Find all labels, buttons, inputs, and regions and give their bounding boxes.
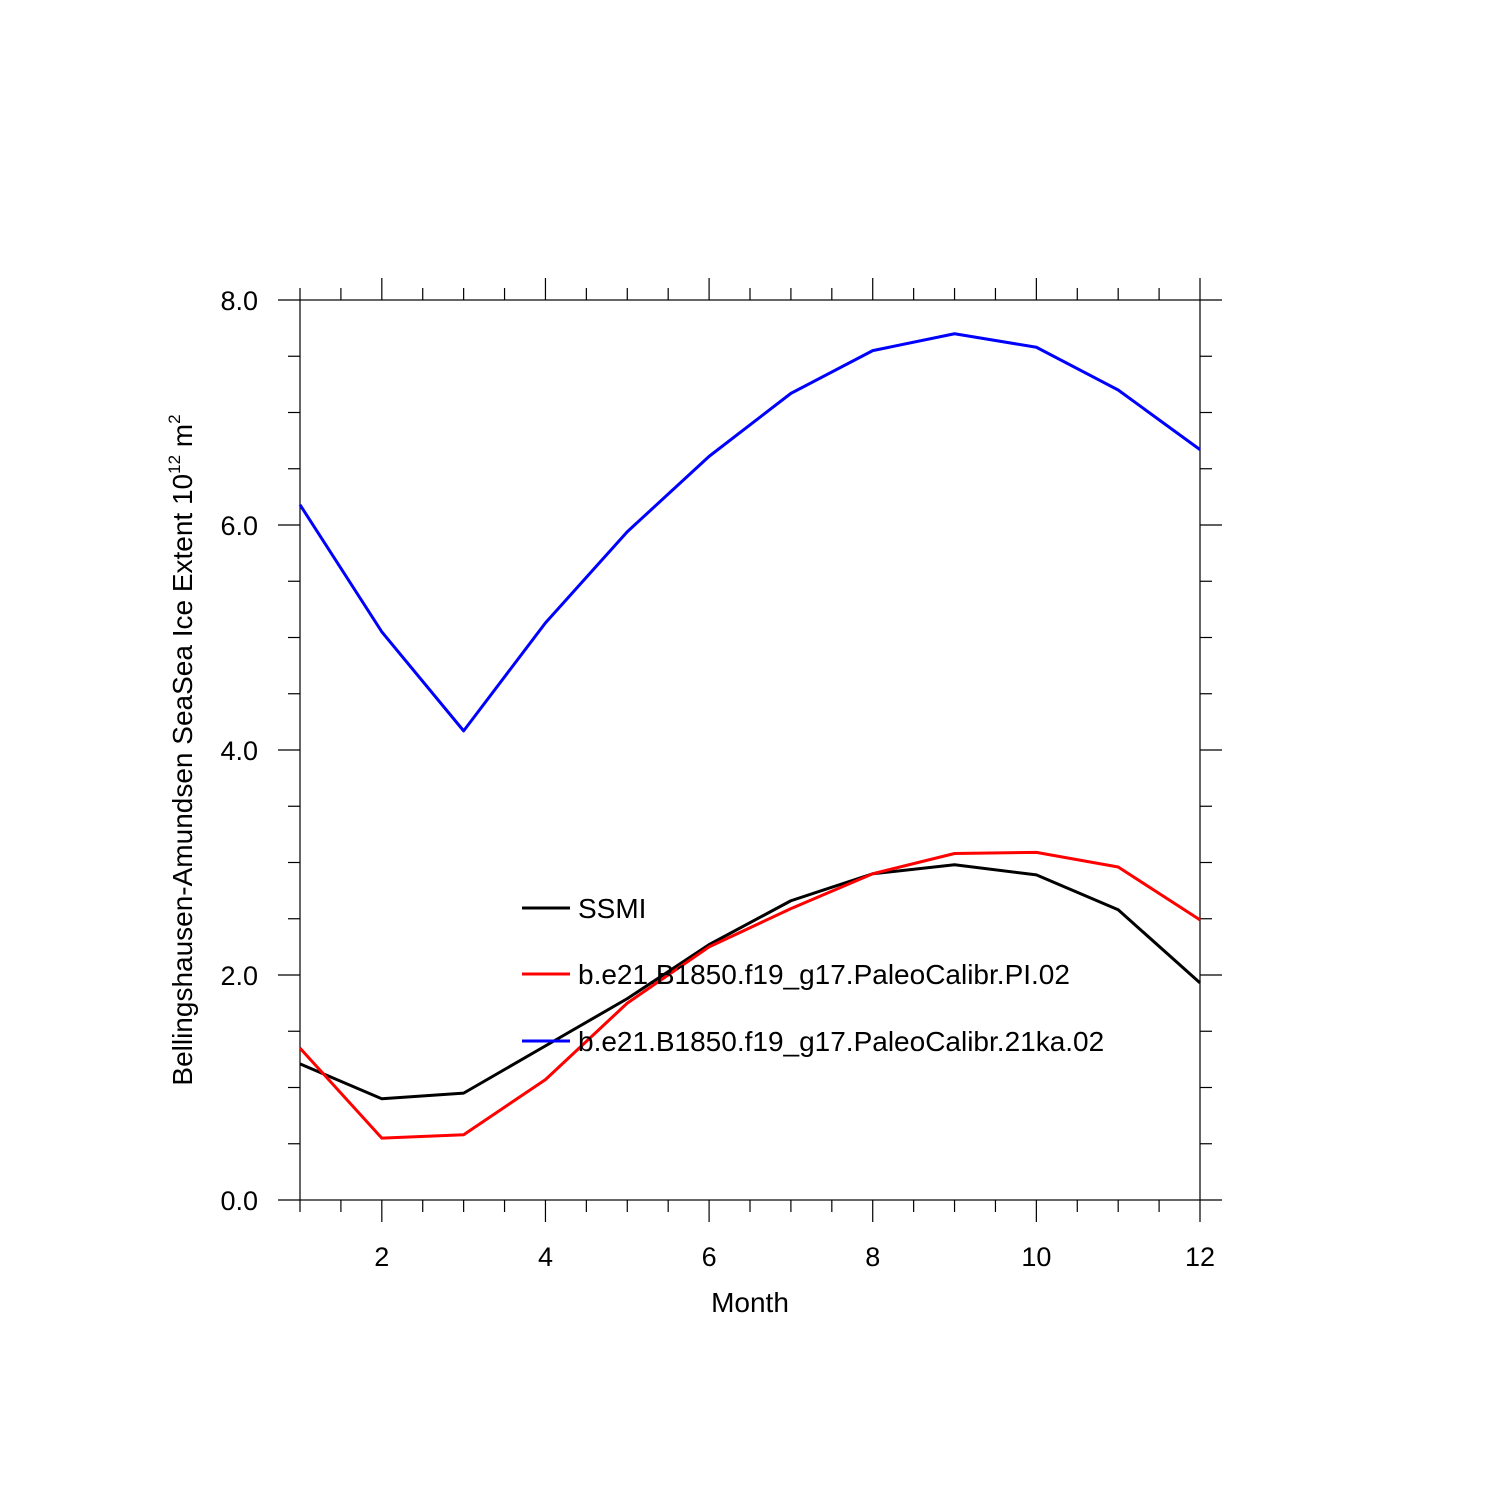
series-lines: [298, 332, 1201, 1140]
y-tick-label: 0.0: [220, 1186, 258, 1216]
y-axis-label-unit: m: [167, 424, 198, 455]
series-line-2: [298, 850, 1201, 1140]
x-axis-label: Month: [711, 1287, 789, 1318]
tick-labels: 2 4 6 8 10 12 0.0 2.0 4.0 6.0 8.0: [220, 286, 1215, 1272]
y-tick-label: 2.0: [220, 961, 258, 991]
x-tick-label: 2: [374, 1242, 389, 1272]
y-axis-label: Bellingshausen-Amundsen SeaSea Ice Exten…: [165, 414, 198, 1085]
y-tick-label: 4.0: [220, 736, 258, 766]
series-line-3: [298, 332, 1201, 733]
x-tick-label: 12: [1185, 1242, 1215, 1272]
axis-ticks: [278, 278, 1222, 1222]
y-axis-label-unit-exponent: 2: [165, 414, 184, 423]
legend-label-2: b.e21.B1850.f19_g17.PaleoCalibr.PI.02: [578, 959, 1070, 990]
y-tick-label: 8.0: [220, 286, 258, 316]
legend-label-1: SSMI: [578, 893, 646, 924]
y-axis-label-prefix: Bellingshausen-Amundsen SeaSea Ice Exten…: [167, 474, 198, 1086]
x-tick-label: 4: [538, 1242, 553, 1272]
series-line-1: [299, 863, 1201, 1101]
y-tick-label: 6.0: [220, 511, 258, 541]
legend: SSMI b.e21.B1850.f19_g17.PaleoCalibr.PI.0…: [522, 893, 1104, 1057]
x-tick-label: 6: [702, 1242, 717, 1272]
y-axis-label-exponent: 12: [165, 455, 184, 474]
x-tick-label: 8: [865, 1242, 880, 1272]
legend-label-3: b.e21.B1850.f19_g17.PaleoCalibr.21ka.02: [578, 1026, 1104, 1057]
x-tick-label: 10: [1021, 1242, 1051, 1272]
